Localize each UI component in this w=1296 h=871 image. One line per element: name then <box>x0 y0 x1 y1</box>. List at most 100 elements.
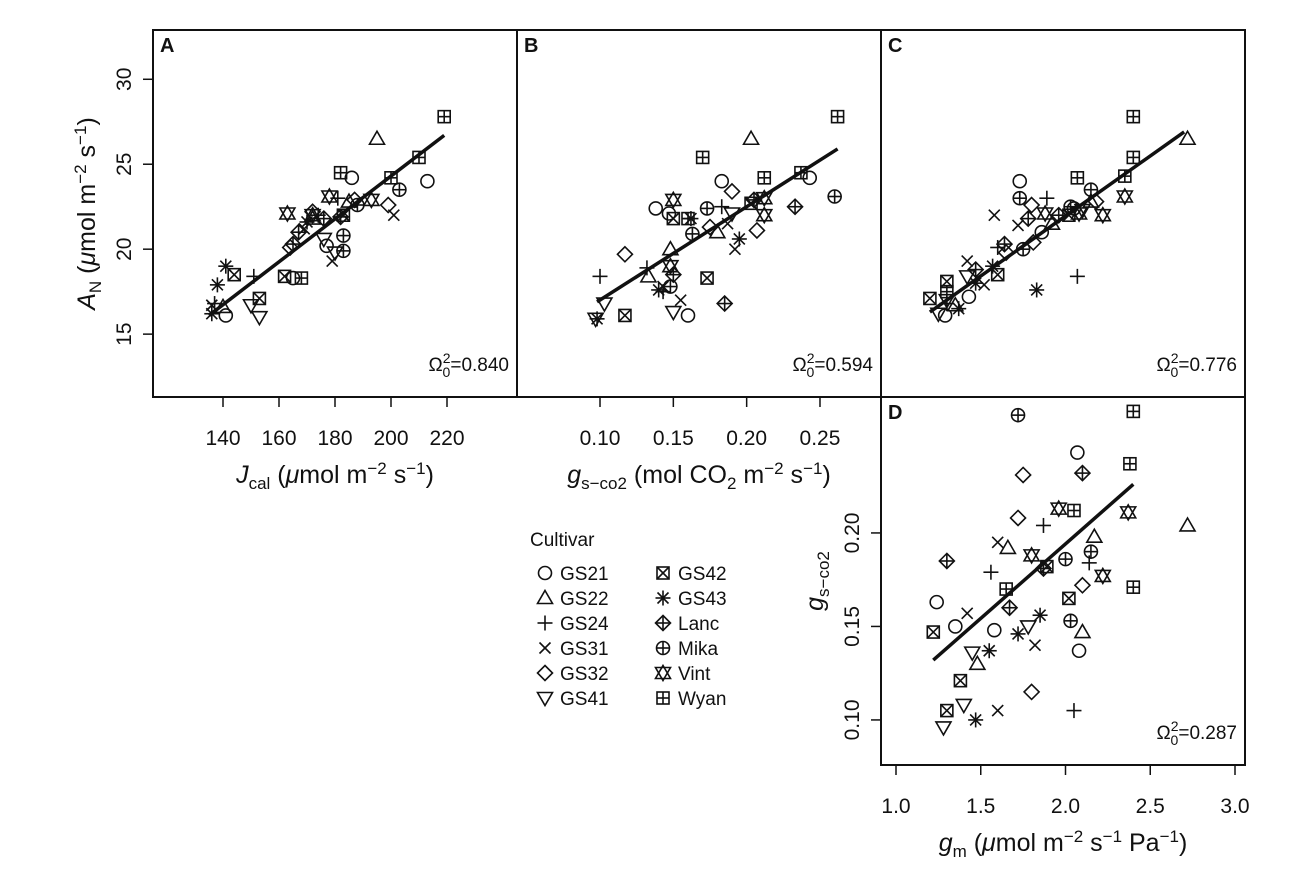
data-point <box>1115 187 1134 206</box>
data-point <box>284 235 302 253</box>
x-tick-label: 200 <box>373 427 408 450</box>
data-point <box>618 308 632 323</box>
label-part: −1 <box>1103 827 1122 846</box>
data-point <box>827 189 842 204</box>
legend-marker <box>537 565 553 581</box>
x-tick-label: 0.20 <box>726 427 767 450</box>
data-point <box>938 552 956 570</box>
label-part: N <box>86 281 105 293</box>
data-point <box>1039 190 1055 206</box>
data-point <box>685 226 700 242</box>
y-tick-label: 30 <box>113 68 136 91</box>
data-point <box>1034 224 1050 240</box>
data-point <box>786 198 804 216</box>
data-point <box>830 109 845 124</box>
label-part: ) <box>426 461 434 489</box>
data-point <box>1019 209 1037 228</box>
data-point <box>661 206 677 221</box>
legend-label: Mika <box>678 639 719 660</box>
data-point <box>716 294 734 313</box>
data-point <box>742 129 760 146</box>
label-part: −2 <box>1064 827 1083 846</box>
data-point <box>1118 169 1132 183</box>
data-point <box>680 308 696 323</box>
data-point <box>214 297 232 314</box>
data-point <box>616 245 634 263</box>
data-point <box>951 301 967 317</box>
data-point <box>1082 192 1100 208</box>
data-point <box>1083 182 1099 198</box>
data-point <box>1069 268 1085 284</box>
data-point <box>589 311 605 327</box>
y-axis-label: gs−co2 <box>801 551 833 611</box>
x-tick-label: 0.25 <box>800 427 841 450</box>
data-point <box>731 231 747 247</box>
data-point <box>1035 517 1051 533</box>
panel-letter: A <box>160 35 174 57</box>
data-point <box>985 258 1001 274</box>
data-point <box>948 619 963 634</box>
legend-title: Cultivar <box>530 530 595 551</box>
label-part: 2 <box>727 474 736 493</box>
label-part: ) <box>822 461 830 489</box>
data-point <box>392 182 407 198</box>
label-part: 0 <box>443 364 451 380</box>
legend-label: GS31 <box>560 639 609 660</box>
legend-label: Vint <box>678 664 711 685</box>
panel-letter: B <box>524 35 538 57</box>
label-part: −2 <box>367 459 386 478</box>
data-point <box>289 223 308 241</box>
data-point <box>586 312 605 328</box>
data-point <box>701 218 719 236</box>
label-part: Pa <box>1122 829 1160 857</box>
data-point <box>699 201 715 216</box>
data-point <box>1178 129 1197 146</box>
data-point <box>1070 204 1088 223</box>
data-point <box>1066 703 1082 719</box>
data-point <box>990 267 1005 282</box>
data-point <box>1028 639 1042 652</box>
data-point <box>350 197 365 213</box>
label-part: −2 <box>71 164 90 183</box>
data-point <box>1119 503 1138 522</box>
data-point <box>1034 559 1053 578</box>
data-point <box>661 240 680 256</box>
x-tick-label: 0.10 <box>580 427 621 450</box>
label-part: s−co2 <box>581 474 627 493</box>
data-point <box>1049 499 1068 518</box>
data-point <box>294 271 309 285</box>
data-point <box>639 260 655 276</box>
data-point <box>968 654 987 671</box>
label-part: s <box>73 145 101 164</box>
data-point <box>991 704 1004 717</box>
label-part: ( <box>270 461 286 489</box>
data-point <box>661 257 680 276</box>
legend-marker <box>655 640 671 656</box>
data-point <box>1178 516 1197 532</box>
data-point <box>700 271 714 285</box>
data-point <box>664 305 683 322</box>
data-point <box>205 299 218 312</box>
label-part: μ <box>981 829 996 857</box>
data-point <box>714 199 730 215</box>
fit-line <box>207 133 446 317</box>
label-part: 2 <box>443 350 451 366</box>
data-point <box>968 712 984 728</box>
data-point <box>281 238 299 257</box>
data-point <box>1093 566 1112 586</box>
data-point <box>991 536 1004 549</box>
data-point <box>320 187 339 206</box>
data-point <box>333 165 348 180</box>
y-tick-label: 0.20 <box>841 513 864 554</box>
data-point <box>953 673 968 688</box>
label-part: A <box>73 293 101 312</box>
x-tick-label: 1.5 <box>966 795 995 818</box>
data-point <box>681 211 695 226</box>
legend-label: GS41 <box>560 689 609 710</box>
legend-marker <box>655 590 671 606</box>
data-point <box>954 698 973 715</box>
data-point <box>1062 591 1076 606</box>
data-point <box>961 255 974 268</box>
x-tick-label: 2.5 <box>1136 795 1165 818</box>
